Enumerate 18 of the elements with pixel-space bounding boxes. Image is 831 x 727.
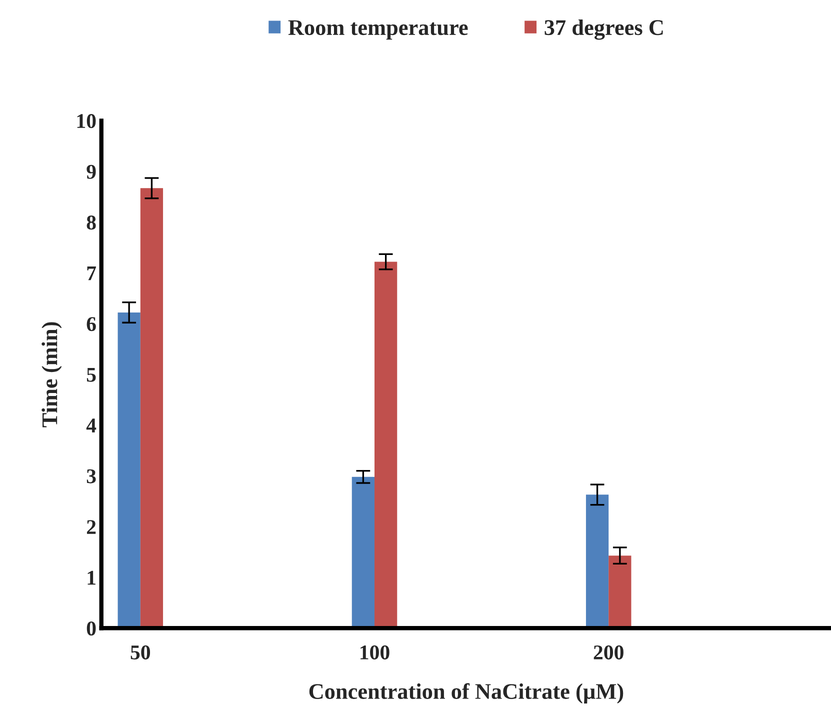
y-tick-label: 8 [86,216,96,230]
legend-label: 37 degrees C [544,19,663,40]
y-tick-label: 2 [86,520,96,534]
legend-label: Room temperature [288,20,468,40]
y-tick-label: 4 [86,418,96,432]
x-tick-label: 100 [360,645,390,660]
y-tick-label: 1 [88,570,96,585]
y-tick-label: 10 [77,114,96,128]
y-tick-label: 9 [86,164,96,179]
y-tick-label: 5 [86,368,96,382]
y-tick-label: 0 [86,622,96,636]
x-tick-label: 50 [130,645,150,660]
y-tick-label: 6 [86,317,96,332]
y-axis-title: Time (min) [42,322,62,428]
x-tick-label: 200 [594,645,624,660]
y-tick-label: 3 [86,469,96,484]
x-axis-title: Concentration of NaCitrate (µM) [309,683,624,704]
y-tick-label: 7 [87,266,96,280]
